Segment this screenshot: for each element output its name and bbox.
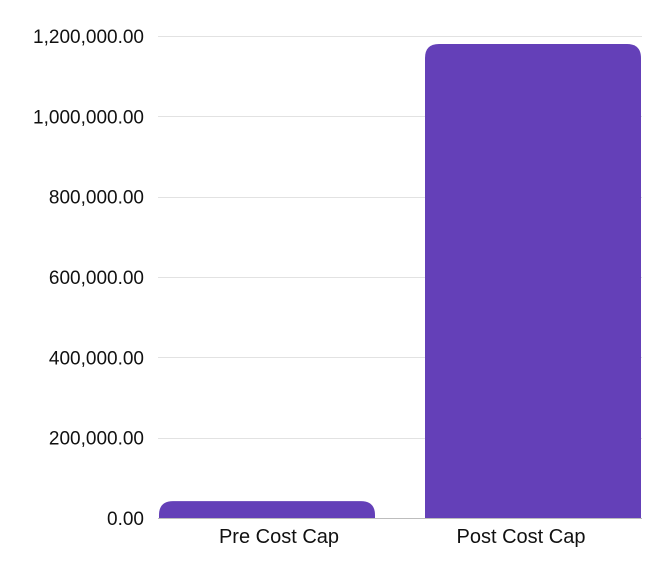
x-tick-label: Pre Cost Cap: [219, 526, 339, 548]
y-tick-label: 1,200,000.00: [33, 27, 144, 48]
y-tick-label: 400,000.00: [49, 348, 144, 369]
bar-post-cost-cap: [425, 44, 641, 519]
bar-pre-cost-cap: [159, 501, 375, 518]
bars: [159, 44, 641, 519]
y-tick-label: 0.00: [107, 509, 144, 530]
y-axis-tick-labels: 0.00 200,000.00 400,000.00 600,000.00 800,00…: [33, 27, 144, 530]
y-tick-label: 1,000,000.00: [33, 107, 144, 128]
x-tick-label: Post Cost Cap: [457, 526, 586, 548]
y-tick-label: 800,000.00: [49, 188, 144, 209]
y-tick-label: 200,000.00: [49, 429, 144, 450]
y-tick-label: 600,000.00: [49, 268, 144, 289]
x-axis-category-labels: Pre Cost Cap Post Cost Cap: [219, 526, 586, 548]
